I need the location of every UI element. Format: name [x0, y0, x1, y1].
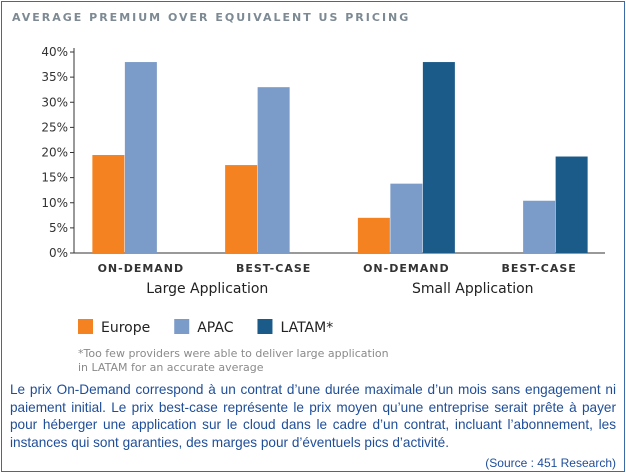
bar-apac — [257, 87, 290, 253]
bar-apac — [523, 200, 556, 253]
y-tick-label: 15% — [41, 171, 68, 185]
y-tick-label: 30% — [41, 95, 68, 109]
category-label: BEST-CASE — [501, 262, 576, 275]
bar-europe — [225, 165, 258, 253]
footnote-line: in LATAM for an accurate average — [78, 361, 264, 374]
y-tick-label: 25% — [41, 120, 68, 134]
caption: Le prix On-Demand correspond à un contra… — [10, 381, 616, 451]
y-tick-label: 40% — [41, 45, 68, 59]
y-tick-label: 5% — [49, 221, 68, 235]
bar-latam — [422, 62, 455, 253]
group-label: Large Application — [146, 281, 268, 297]
category-label: ON-DEMAND — [98, 262, 185, 275]
legend-label: LATAM* — [280, 320, 333, 336]
bar-europe — [92, 155, 125, 253]
y-tick-label: 10% — [41, 196, 68, 210]
legend-swatch — [78, 319, 93, 334]
category-label: BEST-CASE — [236, 262, 311, 275]
caption-text: Le prix On-Demand correspond à un contra… — [10, 382, 616, 450]
bar-latam — [555, 156, 588, 253]
group-label: Small Application — [412, 281, 534, 297]
y-tick-label: 0% — [49, 246, 68, 260]
bar-apac — [124, 62, 157, 253]
y-tick-label: 35% — [41, 70, 68, 84]
legend-swatch — [174, 319, 190, 334]
chart-title: AVERAGE PREMIUM OVER EQUIVALENT US PRICI… — [12, 11, 411, 24]
legend-label: APAC — [197, 320, 233, 336]
category-label: ON-DEMAND — [363, 262, 450, 275]
y-tick-label: 20% — [41, 146, 68, 160]
legend-label: Europe — [101, 320, 150, 336]
bar-europe — [357, 217, 390, 253]
bar-chart: 0% 5% 10% 15% 20% 25% 30% 35% 40% ON-DEMAND BEST-C… — [41, 45, 605, 374]
footnote-line: *Too few providers were able to deliver … — [78, 347, 389, 360]
bar-apac — [390, 183, 423, 253]
source-note: (Source : 451 Research) — [485, 456, 616, 470]
legend-swatch — [257, 319, 273, 334]
